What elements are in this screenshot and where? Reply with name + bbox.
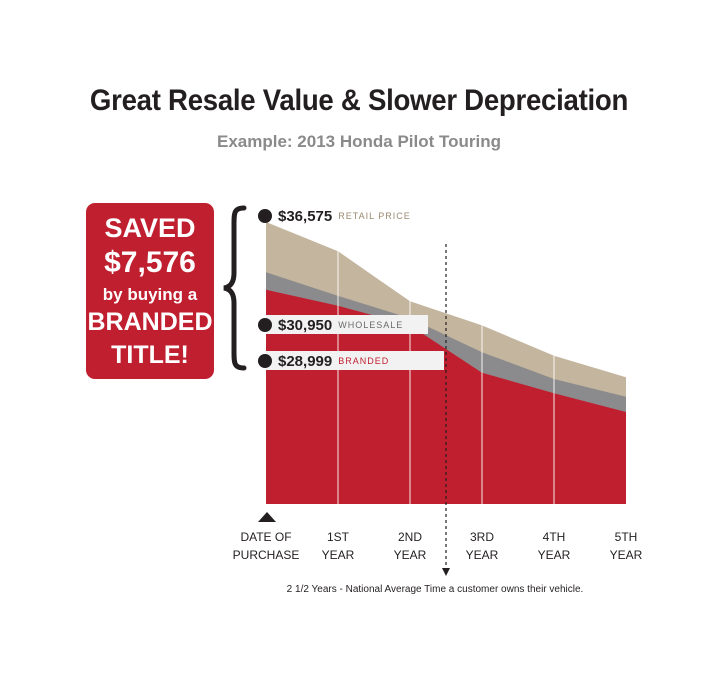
- savings-badge: SAVED $7,576 by buying a BRANDED TITLE!: [86, 203, 214, 379]
- badge-line-by: by buying a: [102, 285, 198, 304]
- wholesale-price-amount: $30,950: [278, 316, 333, 334]
- branded-price-caption: BRANDED: [338, 356, 390, 366]
- wholesale-label-background: [266, 315, 428, 334]
- bullet-dot-icon: [258, 354, 272, 368]
- branded-label-background: [266, 351, 444, 370]
- retail-price-amount: $36,575: [278, 207, 333, 225]
- branded-price-amount: $28,999: [278, 352, 333, 370]
- ownership-note: 2 1/2 Years - National Average Time a cu…: [286, 584, 584, 595]
- retail-price-label: $36,575 RETAIL PRICE: [258, 206, 411, 226]
- x-tick-label: 2ND YEAR: [393, 530, 427, 562]
- x-tick-label: 5TH YEAR: [609, 530, 643, 562]
- x-tick-label: 1ST YEAR: [321, 530, 355, 562]
- badge-line-amount: $7,576: [104, 246, 196, 279]
- wholesale-price-label: $30,950 WHOLESALE: [258, 315, 403, 335]
- curly-brace-icon: [223, 205, 247, 371]
- arrow-down-icon: [442, 568, 450, 576]
- badge-line-title: TITLE!: [111, 341, 189, 369]
- x-tick-label: DATE OF PURCHASE: [232, 530, 300, 562]
- chart-title: Great Resale Value & Slower Depreciation: [89, 84, 629, 117]
- branded-price-label: $28,999 BRANDED: [258, 351, 389, 371]
- badge-line-branded: BRANDED: [87, 308, 213, 336]
- bullet-dot-icon: [258, 209, 272, 223]
- wholesale-price-caption: WHOLESALE: [338, 320, 404, 330]
- x-tick-label: 4TH YEAR: [537, 530, 571, 562]
- x-tick-label: 3RD YEAR: [465, 530, 499, 562]
- badge-line-saved: SAVED: [104, 213, 196, 243]
- purchase-marker-icon: [258, 512, 276, 522]
- retail-price-caption: RETAIL PRICE: [338, 211, 411, 221]
- bullet-dot-icon: [258, 318, 272, 332]
- chart-subtitle: Example: 2013 Honda Pilot Touring: [216, 132, 501, 151]
